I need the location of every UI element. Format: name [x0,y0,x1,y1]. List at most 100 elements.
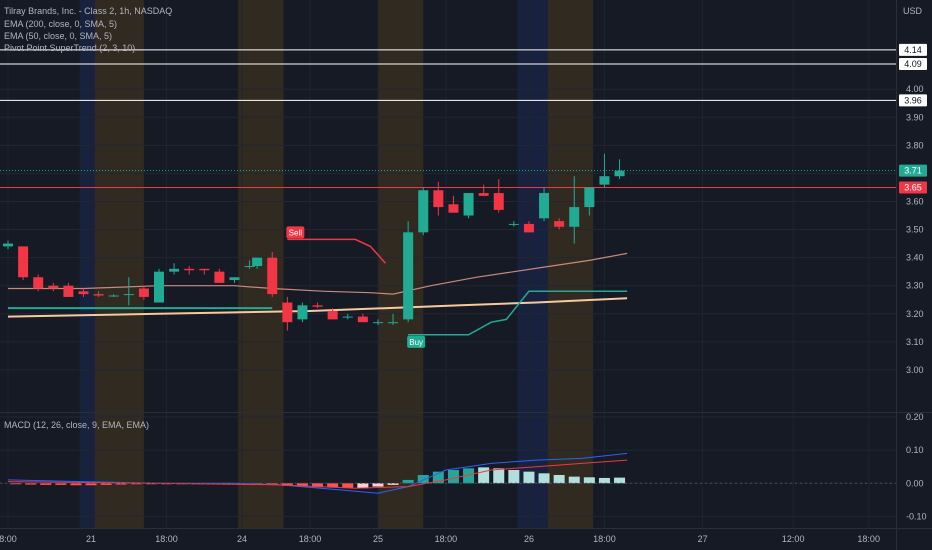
time-tick-label: 8:00 [0,534,17,544]
candle-body [138,288,149,297]
price-tick-label: 3.00 [906,365,924,375]
macd-histogram-bar [523,471,535,484]
macd-histogram-bar [508,470,520,484]
macd-histogram-bar [614,477,626,484]
session-band [79,0,95,528]
candle-body [584,187,595,208]
candle-body [267,257,278,295]
candle-body [342,316,353,318]
macd-histogram-bar [463,468,475,484]
macd-histogram-bar [55,483,67,485]
signal-labels: Sell Buy [286,226,426,348]
candle-body [214,271,225,283]
candle-body [357,316,368,323]
time-tick-label: 21 [86,534,96,544]
candle-body [433,190,444,208]
candle-body [448,204,459,213]
candle-body [154,271,164,303]
candle-body [463,193,474,216]
indicator-ema200-legend[interactable]: EMA (200, close, 0, SMA, 5) [4,19,118,29]
macd-histogram-bar [568,476,580,484]
macd-tick-label: 0.20 [906,412,924,422]
macd-histogram-bar [372,483,384,487]
candle-body [523,223,534,233]
time-tick-label: 27 [698,534,708,544]
macd-histogram-bar [553,474,565,484]
macd-histogram-bar [387,483,399,485]
level-label: 3.65 [904,182,922,192]
macd-histogram-bar [478,467,490,484]
price-tick-label: 3.80 [906,140,924,150]
candle-body [33,277,44,289]
level-label-bg [899,57,927,70]
macd-histogram-bar [70,483,82,486]
macd-histogram-bar [85,483,97,486]
time-tick-label: 12:00 [782,534,805,544]
candle-body [493,193,504,210]
current-price-label: 3.71 [904,166,922,176]
level-label: 4.09 [904,59,922,69]
time-tick-label: 18:00 [299,534,322,544]
macd-histogram-bar [327,483,339,488]
candle-body [63,285,74,297]
candle-body [297,305,308,320]
signal-label: Buy [409,338,423,347]
price-tick-label: 3.20 [906,309,924,319]
session-band [547,0,594,528]
candle-body [388,322,399,324]
macd-tick-label: -0.10 [906,511,927,521]
chart-title: Tilray Brands, Inc. - Class 2, 1h, NASDA… [4,6,173,16]
macd-histogram-bar [598,477,610,484]
ema50-line [8,252,628,295]
level-label-bg [899,181,927,194]
candle-body [169,268,180,272]
price-tick-label: 3.40 [906,253,924,263]
candle-body [418,190,429,233]
indicator-lines [7,238,628,336]
candle-body [3,243,13,247]
candle-body [252,257,263,267]
macd-histogram-bar [25,483,37,485]
level-label: 4.14 [904,45,922,55]
candle-body [508,223,519,225]
time-tick-label: 18:00 [857,534,880,544]
indicator-supertrend-legend[interactable]: Pivot Point SuperTrend (2, 3, 10) [4,43,136,53]
signal-badge [286,226,305,239]
candle-body [478,193,489,196]
time-tick-label: 18:00 [435,534,458,544]
candle-body [614,170,625,177]
macd-legend[interactable]: MACD (12, 26, close, 9, EMA, EMA) [4,420,150,430]
macd-histogram-bar [115,483,127,485]
candle-body [403,232,414,320]
macd-tick-label: 0.10 [906,445,924,455]
candle-body [554,221,565,227]
candle-body [372,322,383,324]
session-band [377,0,424,528]
session-band [517,0,548,528]
session-bands [79,0,594,528]
macd-histogram-bar [312,483,324,488]
level-label: 3.96 [904,95,922,105]
candle-body [93,294,104,296]
macd-histogram-bar [100,483,112,485]
time-tick-label: 18:00 [155,534,178,544]
signal-label: Sell [289,228,303,237]
candle-body [199,268,210,271]
supertrend-line [287,238,387,264]
candle-body [78,291,89,295]
candle-body [327,310,338,320]
horizontal-levels [0,49,896,188]
currency-label: USD [902,6,922,16]
candle-body [539,193,550,219]
current-price-label-bg [899,164,927,177]
indicator-ema50-legend[interactable]: EMA (50, close, 0, SMA, 5) [4,31,113,41]
candle-body [184,268,195,271]
price-tick-label: 3.90 [906,112,924,122]
price-tick-label: 3.60 [906,196,924,206]
macd-histogram-bar [583,477,595,484]
price-tick-label: 4.00 [906,84,924,94]
macd-histogram-bar [266,483,278,485]
macd-pane [0,452,896,494]
axes: 4.003.903.803.703.603.503.403.303.203.10… [0,43,927,544]
